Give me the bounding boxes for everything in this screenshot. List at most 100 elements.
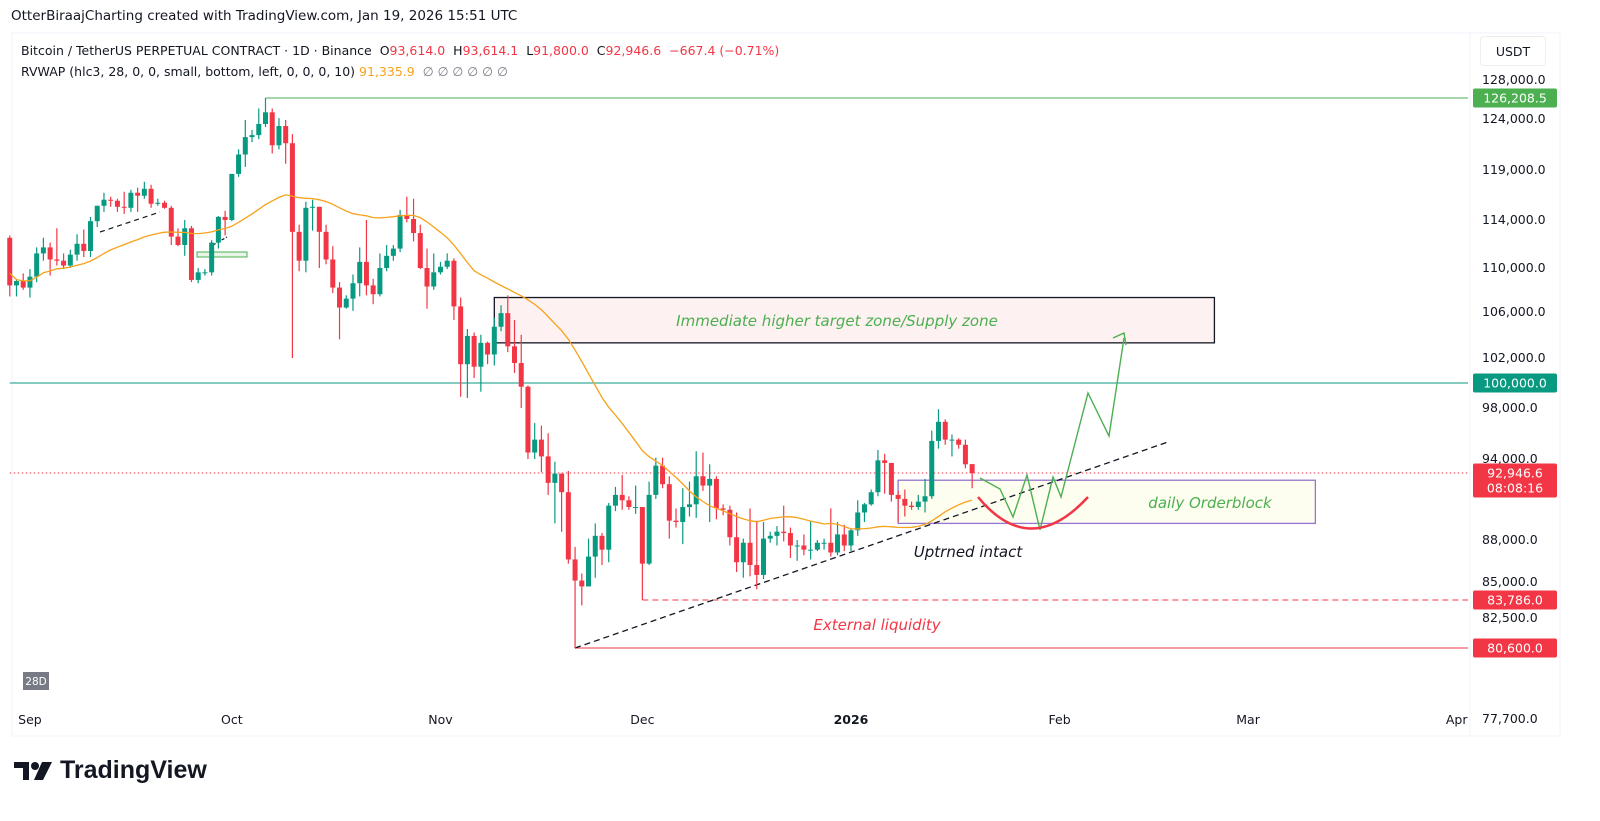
candle-up <box>740 542 746 563</box>
daily-orderblock-label: daily Orderblock <box>1148 494 1273 512</box>
candle-up <box>101 199 107 206</box>
candle-up <box>276 126 282 146</box>
candle-up <box>929 440 935 497</box>
candle-up <box>498 313 504 327</box>
small-orderblock <box>196 251 248 258</box>
candle-down <box>841 534 847 546</box>
projection-arrowhead-icon <box>1112 331 1127 346</box>
candle-up <box>67 254 73 266</box>
tradingview-logo-icon <box>14 761 52 780</box>
candle-up <box>357 261 363 284</box>
candle-up <box>532 439 538 453</box>
candle-down <box>660 465 666 485</box>
price-tick-label: 106,000.0 <box>1482 304 1546 319</box>
november-low-badge-label: 80,600.0 <box>1487 641 1543 656</box>
candle-up <box>767 535 773 539</box>
supply-zone <box>493 296 1216 344</box>
candle-down <box>787 533 793 546</box>
candle-down <box>370 285 376 295</box>
candle-up <box>256 124 262 136</box>
candle-down <box>747 542 753 566</box>
candle-up <box>141 188 147 196</box>
candle-up <box>855 512 861 531</box>
candle-down <box>337 287 343 308</box>
ohlc-row: Bitcoin / TetherUS PERPETUAL CONTRACT · … <box>21 40 779 61</box>
indicator-title[interactable]: RVWAP (hlc3, 28, 0, 0, small, bottom, le… <box>21 64 356 79</box>
candle-up <box>242 137 248 155</box>
candle-down <box>962 444 968 465</box>
candle-down <box>485 342 491 355</box>
price-tick-label: 94,000.0 <box>1482 451 1538 466</box>
low-label: L <box>526 43 534 58</box>
candle-up <box>861 504 867 513</box>
candle-up <box>128 192 134 208</box>
candle-down <box>525 386 531 453</box>
candle-up <box>34 253 40 277</box>
candle-up <box>592 535 598 557</box>
candle-up <box>377 268 383 295</box>
candle-down <box>269 112 275 146</box>
candle-down <box>956 439 962 445</box>
candle-down <box>175 236 181 245</box>
candle-up <box>94 205 100 222</box>
candle-down <box>599 535 605 550</box>
candle-down <box>323 231 329 260</box>
time-tick-label: Mar <box>1236 712 1260 727</box>
round-number-badge-label: 100,000.0 <box>1483 376 1547 391</box>
candle-up <box>633 507 639 509</box>
candle-down <box>559 473 565 493</box>
candle-down <box>895 494 901 499</box>
candle-down <box>424 268 430 287</box>
candle-up <box>13 281 19 286</box>
candle-down <box>888 462 894 495</box>
candle-down <box>969 464 975 473</box>
tradingview-logo[interactable]: TradingView <box>14 756 207 785</box>
price-tick-label: 110,000.0 <box>1482 260 1546 275</box>
candle-down <box>942 421 948 440</box>
candle-up <box>821 542 827 544</box>
candle-up <box>390 248 396 256</box>
indicator-value: 91,335.9 <box>359 64 415 79</box>
price-tick-label: 102,000.0 <box>1482 350 1546 365</box>
low-value: 91,800.0 <box>533 43 589 58</box>
candle-down <box>673 520 679 523</box>
price-tick-label: 77,700.0 <box>1482 711 1538 726</box>
candle-up <box>437 266 443 273</box>
symbol-legend: Bitcoin / TetherUS PERPETUAL CONTRACT · … <box>21 40 779 82</box>
symbol-title[interactable]: Bitcoin / TetherUS PERPETUAL CONTRACT · … <box>21 43 372 58</box>
candle-up <box>431 272 437 287</box>
bar-countdown: 08:08:16 <box>1487 481 1543 496</box>
close-label: C <box>596 43 606 58</box>
high-value: 93,614.1 <box>462 43 519 58</box>
logo-text: TradingView <box>60 756 207 784</box>
candle-up <box>680 507 686 523</box>
candle-down <box>579 580 585 587</box>
candle-up <box>444 260 450 267</box>
candle-down <box>882 460 888 463</box>
candle-down <box>828 542 834 553</box>
price-tick-label: 124,000.0 <box>1482 111 1546 126</box>
candle-up <box>478 342 484 367</box>
candle-down <box>781 531 787 534</box>
candle-up <box>229 173 235 220</box>
chart-credit: OtterBiraajCharting created with Trading… <box>11 8 518 24</box>
candle-up <box>915 501 921 508</box>
currency-button[interactable]: USDT <box>1480 36 1546 66</box>
candle-up <box>195 272 201 280</box>
candle-down <box>754 565 760 575</box>
time-tick-label: Sep <box>18 712 42 727</box>
candle-down <box>316 206 322 232</box>
candle-down <box>54 259 60 261</box>
candle-down <box>411 218 417 234</box>
high-label: H <box>453 43 463 58</box>
candle-up <box>848 530 854 546</box>
candle-down <box>538 439 544 457</box>
candle-up <box>343 298 349 308</box>
candle-up <box>27 276 33 288</box>
time-tick-label: Feb <box>1049 712 1071 727</box>
candle-up <box>774 531 780 536</box>
candle-down <box>512 346 517 363</box>
candle-up <box>40 247 46 254</box>
change-value: −667.4 (−0.71%) <box>669 43 780 58</box>
